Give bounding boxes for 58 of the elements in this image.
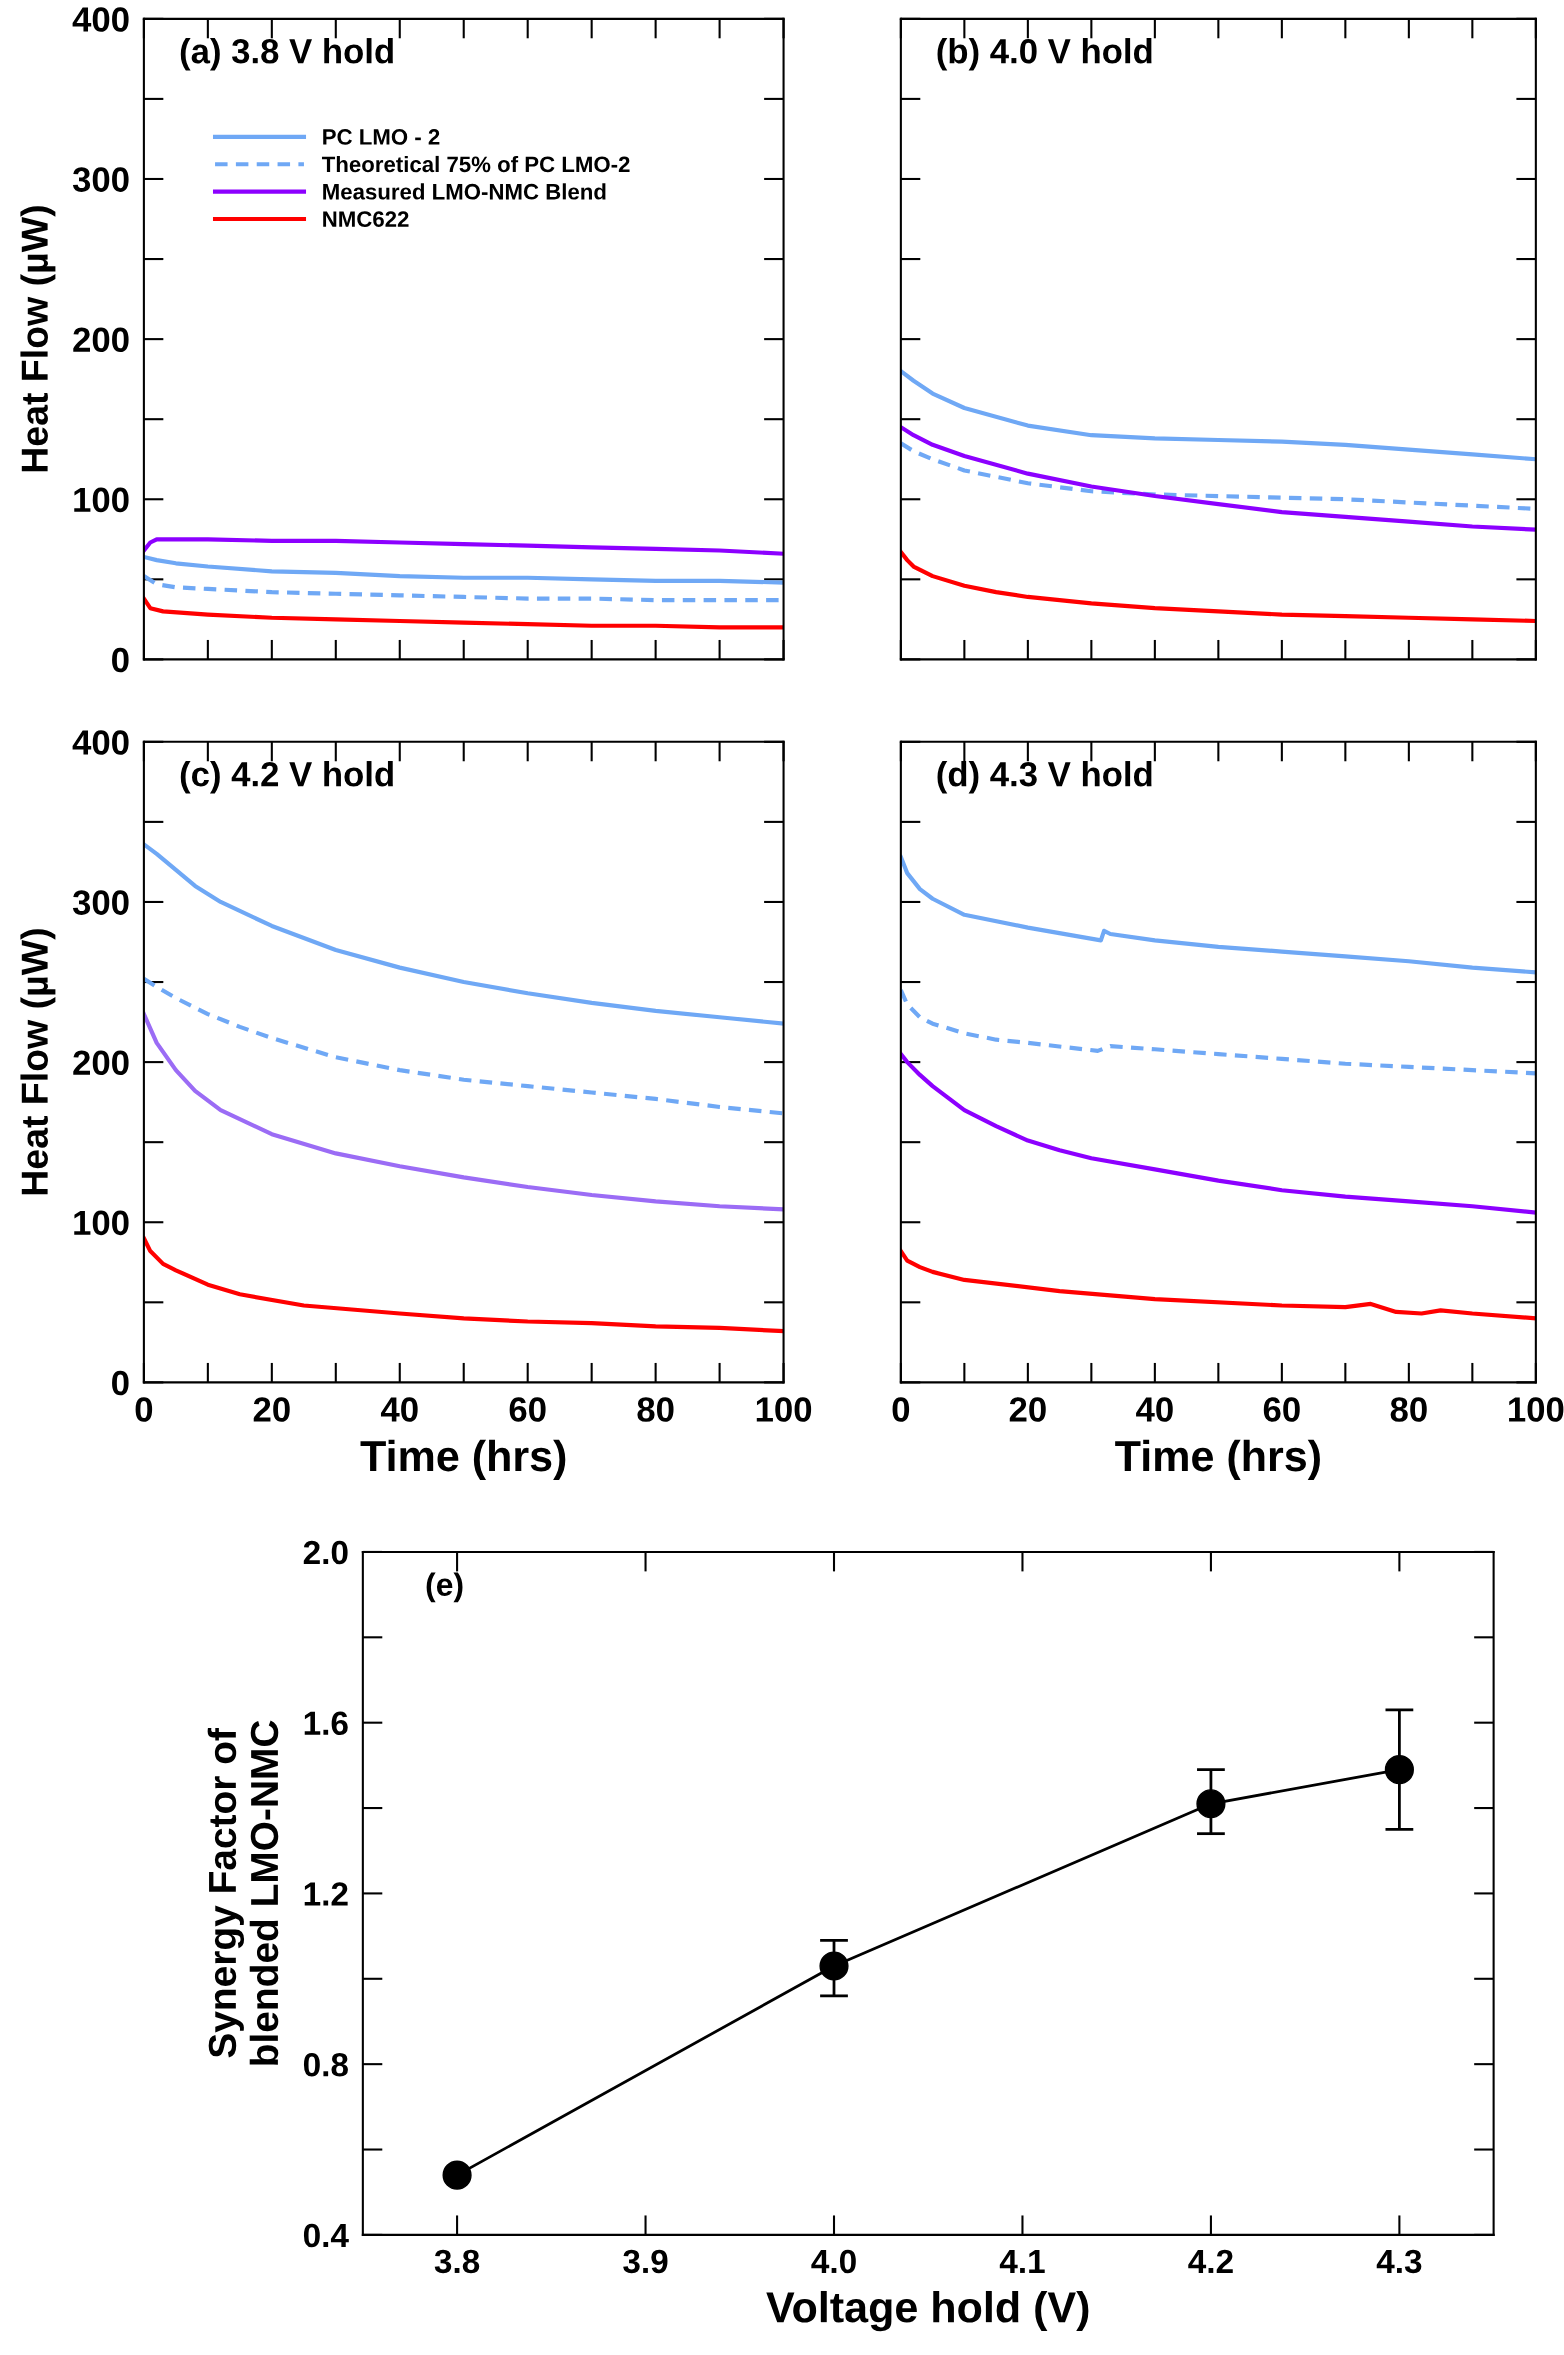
- x-axis-title: Time (hrs): [1115, 1439, 1320, 1480]
- y-tick-label: 0.8: [303, 2052, 348, 2077]
- x-tick-label: 4.3: [1376, 2249, 1422, 2274]
- point: [819, 1951, 849, 1981]
- line-series: [143, 976, 784, 1116]
- legend-label: Measured LMO-NMC Blend: [323, 183, 606, 200]
- legend-label: Theoretical 75% of PC LMO-2: [321, 155, 630, 173]
- legend-label: NMC622: [323, 211, 409, 227]
- y-tick-label: 1.6: [304, 1711, 348, 1736]
- y-tick-label: 2.0: [303, 1540, 348, 1565]
- legend-label: PC LMO - 2: [323, 129, 440, 145]
- x-tick-label: 4.0: [811, 2249, 856, 2274]
- x-tick-label: 4.1: [999, 2250, 1045, 2273]
- x-tick-label: 3.9: [623, 2249, 668, 2274]
- line-series: [143, 842, 784, 1026]
- y-tick-label: 400: [72, 730, 129, 755]
- text: (d) 4.3 V hold: [937, 761, 1152, 794]
- x-tick-label: 3.8: [434, 2249, 480, 2274]
- y-axis-title: Synergy Factor of blended LMO-NMC: [207, 1720, 279, 2065]
- line-series: [143, 596, 784, 630]
- y-tick-label: 100: [74, 487, 129, 513]
- x-tick-label: 20: [253, 1397, 290, 1422]
- text: (c) 4.2 V hold: [180, 761, 393, 794]
- x-tick-label: 0: [135, 1397, 153, 1422]
- point: [1196, 1789, 1226, 1819]
- line-series: [143, 1011, 784, 1212]
- x-tick-label: 60: [509, 1397, 546, 1422]
- x-tick-label: 20: [1009, 1397, 1046, 1422]
- text: (b) 4.0 V hold: [937, 38, 1152, 71]
- x-tick-label: 80: [1390, 1397, 1427, 1422]
- y-tick-label: 0: [112, 1370, 129, 1396]
- x-tick-label: 40: [380, 1397, 418, 1422]
- x-axis-title: Voltage hold (V): [766, 2290, 1089, 2332]
- y-tick-label: 100: [74, 1210, 129, 1236]
- y-tick-label: 0.4: [303, 2223, 349, 2248]
- y-tick-label: 300: [72, 890, 129, 915]
- x-tick-label: 4.2: [1188, 2249, 1233, 2273]
- x-tick-label: 100: [756, 1397, 812, 1422]
- y-tick-label: 300: [72, 167, 129, 192]
- y-axis-title: Heat Flow (µW): [20, 206, 56, 472]
- y-axis-title: Heat Flow (µW): [20, 929, 56, 1195]
- x-tick-label: 80: [637, 1397, 674, 1422]
- x-tick-label: 60: [1263, 1397, 1300, 1422]
- y-tick-label: 0: [112, 647, 129, 673]
- line-series: [143, 537, 784, 556]
- line-series: [143, 1236, 784, 1334]
- x-tick-label: 100: [1509, 1397, 1564, 1422]
- y-tick-label: 1.2: [304, 1882, 348, 1906]
- text: (e): [426, 1572, 463, 1603]
- y-tick-label: 400: [72, 7, 129, 32]
- y-tick-label: 200: [73, 1050, 129, 1076]
- x-tick-label: 0: [892, 1397, 910, 1422]
- x-tick-label: 40: [1136, 1397, 1173, 1422]
- y-tick-label: 200: [73, 327, 129, 353]
- line-series: [143, 554, 784, 585]
- text: (a) 3.8 V hold: [180, 38, 393, 71]
- point: [442, 2160, 472, 2190]
- x-axis-title: Time (hrs): [360, 1439, 566, 1480]
